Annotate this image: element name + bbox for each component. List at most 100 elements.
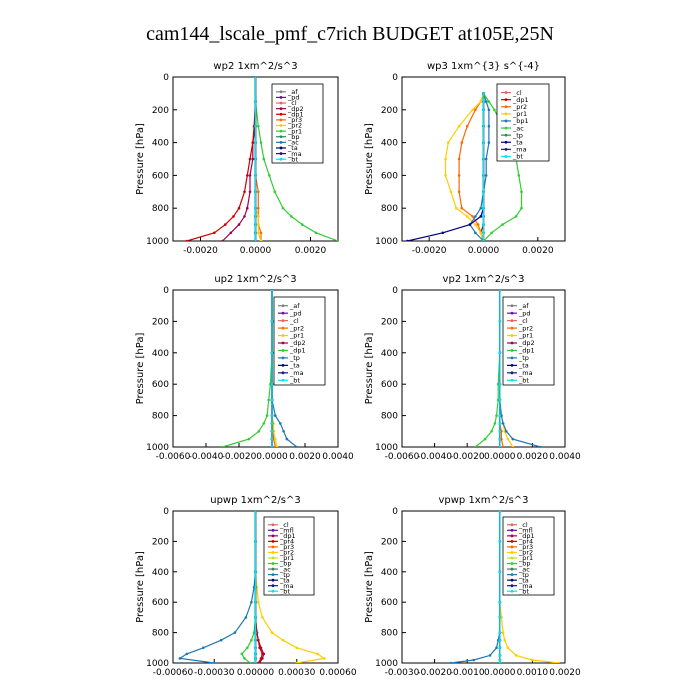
data-point <box>270 422 274 425</box>
x-tick-label: -0.0020 <box>417 668 452 678</box>
data-point <box>498 320 502 323</box>
y-tick-label: 400 <box>381 139 398 149</box>
legend-marker <box>504 155 508 158</box>
data-point <box>460 141 464 144</box>
series-group <box>474 290 542 447</box>
legend-marker <box>279 140 283 144</box>
legend-label: _tp <box>289 354 300 362</box>
data-point <box>498 290 502 292</box>
legend-label: _pr1 <box>512 110 527 118</box>
x-tick-label: 0.0020 <box>289 452 321 462</box>
data-point <box>224 223 227 226</box>
legend-label: _ac <box>287 139 299 147</box>
data-point <box>254 124 257 128</box>
legend-marker <box>281 334 285 337</box>
data-point <box>484 157 488 161</box>
legend-label: _pr3 <box>287 116 302 124</box>
y-tick-label: 200 <box>152 317 169 327</box>
y-tick-label: 800 <box>381 629 398 639</box>
data-point <box>484 100 488 103</box>
legend-label: _tp <box>512 131 523 139</box>
data-point <box>262 422 266 425</box>
data-point <box>487 108 491 112</box>
data-point <box>257 124 260 128</box>
data-point <box>254 638 257 642</box>
data-point <box>254 157 257 161</box>
x-tick-label: -0.0020 <box>412 246 447 256</box>
data-point <box>498 351 502 355</box>
data-point <box>501 422 505 425</box>
legend-label: _pr2 <box>512 103 527 111</box>
legend-label: _pr2 <box>287 122 302 130</box>
legend-label: _bt <box>512 153 523 161</box>
x-tick-label: 0.00060 <box>319 668 356 678</box>
x-tick-label: -0.0030 <box>385 668 420 678</box>
x-tick-label: -0.0040 <box>417 452 452 462</box>
data-point <box>490 231 493 235</box>
data-point <box>471 108 474 112</box>
data-point <box>503 638 507 642</box>
data-point <box>254 540 257 543</box>
data-point <box>247 437 251 441</box>
legend-marker <box>510 371 514 375</box>
y-tick-label: 200 <box>381 106 398 116</box>
data-point <box>487 124 491 128</box>
data-point <box>248 190 252 194</box>
data-point <box>498 631 502 634</box>
legend-label: _pr1 <box>279 554 294 562</box>
data-point <box>471 215 474 218</box>
y-tick-label: 800 <box>152 629 169 639</box>
panel-4: vp2 1xm^2/s^3 Pressure [hPa] 0 200 400 600 800… <box>364 274 581 462</box>
data-point <box>270 351 274 355</box>
data-point <box>517 174 521 177</box>
legend-marker <box>510 573 514 577</box>
legend-marker <box>504 133 508 137</box>
data-point <box>270 290 274 292</box>
data-point <box>495 414 498 417</box>
data-point <box>482 100 485 103</box>
data-point <box>444 157 447 161</box>
data-point <box>254 616 257 619</box>
legend-label: _mfl <box>279 527 294 535</box>
data-point <box>219 638 223 642</box>
y-axis-label: Pressure [hPa] <box>364 551 375 623</box>
legend-marker <box>281 319 285 323</box>
legend-marker <box>510 304 514 308</box>
data-point <box>457 190 461 194</box>
data-point <box>316 652 319 656</box>
legend-label: _ma <box>279 582 294 590</box>
series-group <box>449 511 560 663</box>
legend-label: _pr1 <box>518 332 533 340</box>
data-point <box>257 223 260 226</box>
legend-marker <box>510 311 514 315</box>
data-point <box>257 206 260 210</box>
legend-marker <box>279 146 283 150</box>
legend-label: _pr1 <box>518 554 533 562</box>
data-point <box>406 239 409 241</box>
y-tick-label: 600 <box>381 598 398 608</box>
legend-label: _ma <box>512 146 527 154</box>
data-point <box>482 124 485 128</box>
data-point <box>498 638 502 642</box>
x-tick-label: -0.0010 <box>450 668 485 678</box>
legend-marker <box>279 124 283 127</box>
data-point <box>257 190 260 194</box>
data-point <box>248 157 252 161</box>
panel-5: upwp 1xm^2/s^3 Pressure [hPa] 0 200 400 600 80… <box>135 495 357 678</box>
data-point <box>254 223 257 226</box>
legend-label: _bp <box>287 133 300 141</box>
legend-marker <box>279 135 283 139</box>
legend-label: _pr3 <box>518 543 533 551</box>
data-point <box>498 437 502 441</box>
data-point <box>258 646 261 650</box>
data-point <box>493 108 496 112</box>
legend-marker <box>271 539 275 543</box>
legend-label: _cl <box>518 317 528 325</box>
legend-label: _af <box>289 302 300 310</box>
y-axis-label: Pressure [hPa] <box>135 551 146 623</box>
data-point <box>185 239 189 241</box>
x-tick-label: -0.00030 <box>194 668 235 678</box>
legend-label: _ma <box>287 150 302 158</box>
legend-box <box>502 296 555 386</box>
data-point <box>243 215 246 218</box>
